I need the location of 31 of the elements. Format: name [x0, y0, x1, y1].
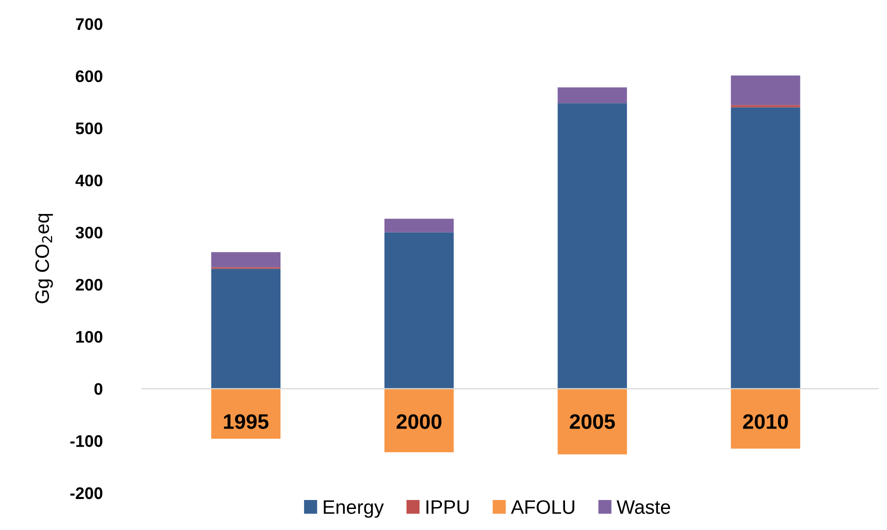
bar	[211, 388, 280, 439]
x-tick-label: 1995	[224, 414, 268, 429]
bar	[384, 388, 454, 452]
y-tick-label: 100	[76, 330, 102, 343]
y-tick-label: 200	[76, 278, 102, 291]
bar	[558, 87, 627, 104]
y-tick-label: 500	[76, 122, 102, 134]
y-tick-label: 0	[94, 383, 102, 395]
y-tick-label: -100	[70, 435, 102, 447]
legend-label: Energy	[324, 500, 384, 518]
x-tick-label: 2010	[743, 414, 788, 429]
bar	[730, 388, 800, 449]
y-tick-label: 300	[76, 226, 102, 239]
bar	[730, 75, 800, 106]
y-axis-title: Gg CO$_{2}$eq	[35, 214, 53, 304]
y-tick-label: -200	[70, 487, 102, 500]
y-tick-label: 600	[76, 70, 102, 82]
legend-label: AFOLU	[510, 500, 574, 514]
legend-label: Waste	[616, 500, 670, 514]
bar	[211, 268, 280, 389]
bar	[211, 252, 280, 268]
legend-label: IPPU	[426, 500, 469, 514]
bar	[558, 103, 627, 389]
y-tick-label: 400	[75, 174, 102, 186]
y-tick-label: 700	[76, 18, 102, 30]
bar	[384, 218, 454, 232]
bar	[558, 388, 627, 454]
x-tick-label: 2005	[570, 414, 615, 429]
bar	[730, 107, 800, 389]
x-tick-label: 2000	[396, 414, 442, 429]
bar	[384, 232, 454, 389]
